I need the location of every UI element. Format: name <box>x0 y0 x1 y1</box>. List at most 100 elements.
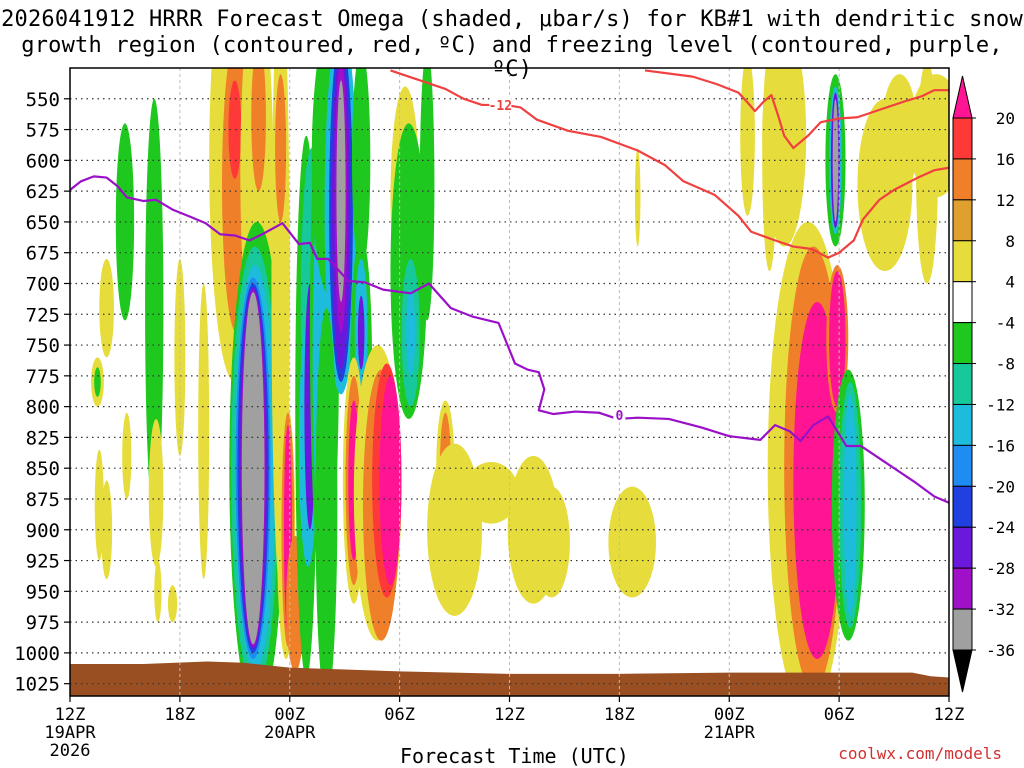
y-tick-label: 1025 <box>14 674 60 696</box>
omega-cell <box>115 123 135 321</box>
omega-cell <box>228 80 242 179</box>
omega-cell <box>145 98 164 518</box>
colorbar-segment <box>952 240 973 283</box>
colorbar-label: -12 <box>986 395 1015 414</box>
colorbar-label: -24 <box>986 518 1015 537</box>
colorbar-segment <box>952 526 973 569</box>
colorbar-segment <box>952 363 973 405</box>
colorbar-top-triangle <box>952 75 973 119</box>
omega-cell <box>379 375 402 586</box>
x-tick-label: 06Z <box>824 705 855 725</box>
y-tick-label: 625 <box>26 181 60 203</box>
x-tick-label: 12Z <box>934 705 965 725</box>
omega-cell <box>463 462 519 524</box>
dendritic-contour-line <box>644 69 949 150</box>
omega-cell <box>198 283 210 580</box>
y-tick-label: 800 <box>26 397 60 419</box>
credit-text: coolwx.com/models <box>838 744 1002 763</box>
omega-cell <box>122 412 132 499</box>
dendritic-label-bg <box>489 96 512 112</box>
omega-cell <box>148 418 164 567</box>
y-tick-label: 575 <box>26 120 60 142</box>
omega-cell <box>843 394 857 616</box>
y-axis-ticks: 550 575 600 625 650 675 700 725 750 775 800 825 850 8… <box>14 89 70 696</box>
y-tick-label: 925 <box>26 551 60 573</box>
omega-cell <box>315 308 338 696</box>
x-tick-label: 00Z <box>274 705 305 725</box>
omega-cell <box>740 68 755 216</box>
colorbar-segment <box>952 199 973 242</box>
y-tick-label: 1000 <box>14 643 60 665</box>
omega-cell <box>406 289 416 376</box>
colorbar-label: 16 <box>996 150 1015 169</box>
y-tick-label: 825 <box>26 427 60 449</box>
y-tick-label: 725 <box>26 304 60 326</box>
omega-cell <box>94 367 101 397</box>
omega-cell <box>275 74 287 222</box>
colorbar-label: -16 <box>986 436 1015 455</box>
y-tick-label: 650 <box>26 212 60 234</box>
colorbar-segment <box>952 117 973 160</box>
grid-lines <box>70 68 949 696</box>
omega-cell <box>251 68 266 192</box>
colorbar-label: -32 <box>986 600 1015 619</box>
omega-cell <box>101 480 113 580</box>
y-tick-label: 750 <box>26 335 60 357</box>
colorbar-label: -4 <box>996 314 1015 333</box>
y-tick-label: 600 <box>26 150 60 172</box>
omega-cell <box>336 80 346 302</box>
x-tick-label: 12Z <box>494 705 525 725</box>
y-tick-label: 975 <box>26 612 60 634</box>
colorbar-segment <box>952 322 973 365</box>
y-tick-label: 700 <box>26 273 60 295</box>
colorbar-label: 4 <box>1005 273 1015 292</box>
omega-cell <box>881 74 918 198</box>
omega-cell <box>608 486 656 598</box>
chart-title-line2: growth region (contoured, red, ºC) and f… <box>21 33 1003 82</box>
x-axis-label: Forecast Time (UTC) <box>400 744 629 768</box>
colorbar-segment <box>952 608 973 651</box>
colorbar-label: -20 <box>986 477 1015 496</box>
y-tick-label: 550 <box>26 89 60 111</box>
freezing-level-label: 0 <box>615 409 623 424</box>
dendritic-contour-label: -12 <box>489 99 512 114</box>
omega-cell <box>357 295 365 370</box>
colorbar-segment <box>952 281 973 324</box>
omega-cell <box>762 68 807 247</box>
y-tick-label: 675 <box>26 243 60 265</box>
y-tick-label: 850 <box>26 458 60 480</box>
y-tick-label: 950 <box>26 581 60 603</box>
x-tick-date-label: 21APR <box>704 723 756 743</box>
x-tick-date-label: 20APR <box>264 723 316 743</box>
chart-title-line1: 2026041912 HRRR Forecast Omega (shaded, … <box>1 7 1023 32</box>
colorbar-label: -28 <box>986 559 1015 578</box>
x-tick-date-label: 19APR <box>44 723 96 743</box>
omega-cell <box>167 585 178 623</box>
y-tick-label: 775 <box>26 366 60 388</box>
omega-cell <box>533 486 570 598</box>
omega-cell <box>634 148 641 247</box>
colorbar-label: 12 <box>996 191 1015 210</box>
colorbar-label: -8 <box>996 355 1015 374</box>
colorbar-label: 20 <box>996 109 1015 128</box>
y-tick-label: 900 <box>26 520 60 542</box>
omega-cell <box>916 68 939 284</box>
x-tick-label: 06Z <box>384 705 415 725</box>
x-tick-year-label: 2026 <box>50 741 91 761</box>
x-tick-label: 00Z <box>714 705 745 725</box>
freezing-level-line <box>70 175 949 504</box>
omega-cell <box>99 258 114 358</box>
omega-cell <box>419 68 435 321</box>
x-tick-label: 12Z <box>55 705 86 725</box>
colorbar-label: -36 <box>986 641 1015 660</box>
freezing-label-bg <box>613 407 626 423</box>
x-tick-label: 18Z <box>165 705 196 725</box>
omega-cell <box>154 560 162 623</box>
colorbar-segment <box>952 567 973 610</box>
colorbar-segment <box>952 158 973 201</box>
colorbar-segment <box>952 485 973 528</box>
x-tick-label: 18Z <box>604 705 635 725</box>
